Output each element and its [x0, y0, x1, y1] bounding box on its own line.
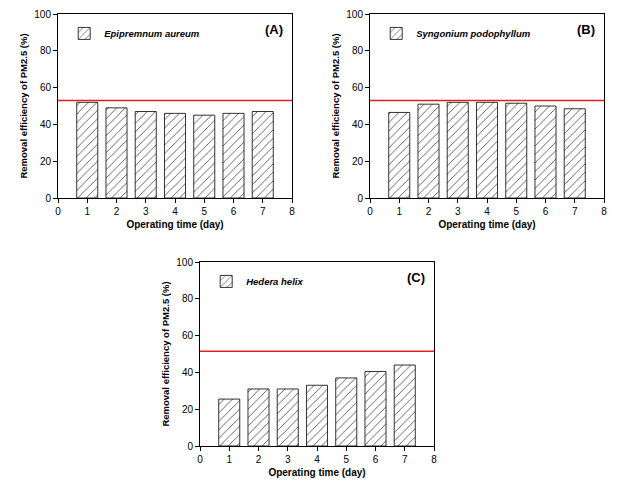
svg-text:Syngonium podophyllum: Syngonium podophyllum [416, 28, 531, 39]
svg-text:5: 5 [201, 206, 207, 217]
svg-text:80: 80 [182, 293, 194, 304]
svg-text:0: 0 [187, 441, 193, 452]
svg-text:8: 8 [601, 206, 607, 217]
svg-text:7: 7 [572, 206, 578, 217]
svg-text:6: 6 [543, 206, 549, 217]
svg-text:1: 1 [226, 454, 232, 465]
svg-text:20: 20 [352, 156, 364, 167]
svg-text:4: 4 [314, 454, 320, 465]
svg-text:3: 3 [455, 206, 461, 217]
svg-text:20: 20 [182, 404, 194, 415]
svg-text:6: 6 [231, 206, 237, 217]
svg-text:Hedera helix: Hedera helix [246, 276, 303, 287]
svg-text:80: 80 [352, 45, 364, 56]
svg-text:4: 4 [484, 206, 490, 217]
svg-text:Removal efficiency of PM2.5 (%: Removal efficiency of PM2.5 (%) [330, 33, 341, 178]
svg-text:2: 2 [256, 454, 262, 465]
svg-text:7: 7 [260, 206, 266, 217]
svg-text:4: 4 [172, 206, 178, 217]
svg-text:Operating time (day): Operating time (day) [126, 219, 223, 230]
svg-text:0: 0 [55, 206, 61, 217]
svg-text:60: 60 [182, 330, 194, 341]
svg-text:6: 6 [373, 454, 379, 465]
svg-text:0: 0 [45, 193, 51, 204]
svg-text:8: 8 [431, 454, 437, 465]
svg-text:(A): (A) [265, 22, 283, 37]
svg-text:60: 60 [40, 82, 52, 93]
svg-text:8: 8 [289, 206, 295, 217]
svg-text:100: 100 [346, 9, 363, 20]
svg-text:100: 100 [176, 257, 193, 268]
svg-text:1: 1 [396, 206, 402, 217]
svg-text:3: 3 [143, 206, 149, 217]
svg-text:3: 3 [285, 454, 291, 465]
svg-text:7: 7 [402, 454, 408, 465]
svg-text:100: 100 [34, 9, 51, 20]
svg-text:5: 5 [513, 206, 519, 217]
svg-text:40: 40 [182, 367, 194, 378]
svg-text:(C): (C) [407, 270, 425, 285]
svg-text:60: 60 [352, 82, 364, 93]
svg-text:2: 2 [114, 206, 120, 217]
svg-text:5: 5 [343, 454, 349, 465]
svg-text:Operating time (day): Operating time (day) [438, 219, 535, 230]
svg-text:0: 0 [357, 193, 363, 204]
svg-text:Removal efficiency of PM2.5 (%: Removal efficiency of PM2.5 (%) [18, 33, 29, 178]
svg-text:Epipremnum aureum: Epipremnum aureum [104, 28, 200, 39]
svg-text:0: 0 [197, 454, 203, 465]
svg-text:Removal efficiency of PM2.5 (%: Removal efficiency of PM2.5 (%) [160, 281, 171, 426]
svg-text:1: 1 [84, 206, 90, 217]
svg-text:40: 40 [40, 119, 52, 130]
svg-text:(B): (B) [577, 22, 595, 37]
svg-text:40: 40 [352, 119, 364, 130]
svg-text:20: 20 [40, 156, 52, 167]
svg-text:Operating time (day): Operating time (day) [268, 467, 365, 478]
svg-text:2: 2 [426, 206, 432, 217]
svg-text:0: 0 [367, 206, 373, 217]
svg-text:80: 80 [40, 45, 52, 56]
